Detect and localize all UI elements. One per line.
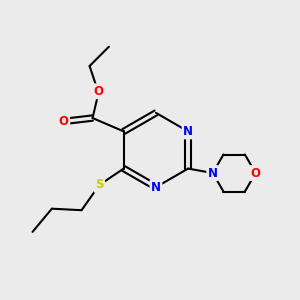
Text: N: N [151,181,161,194]
Text: N: N [208,167,218,179]
Text: O: O [94,85,103,98]
Text: S: S [95,178,103,191]
Text: O: O [59,115,69,128]
Text: O: O [250,167,261,179]
Text: N: N [183,125,193,138]
